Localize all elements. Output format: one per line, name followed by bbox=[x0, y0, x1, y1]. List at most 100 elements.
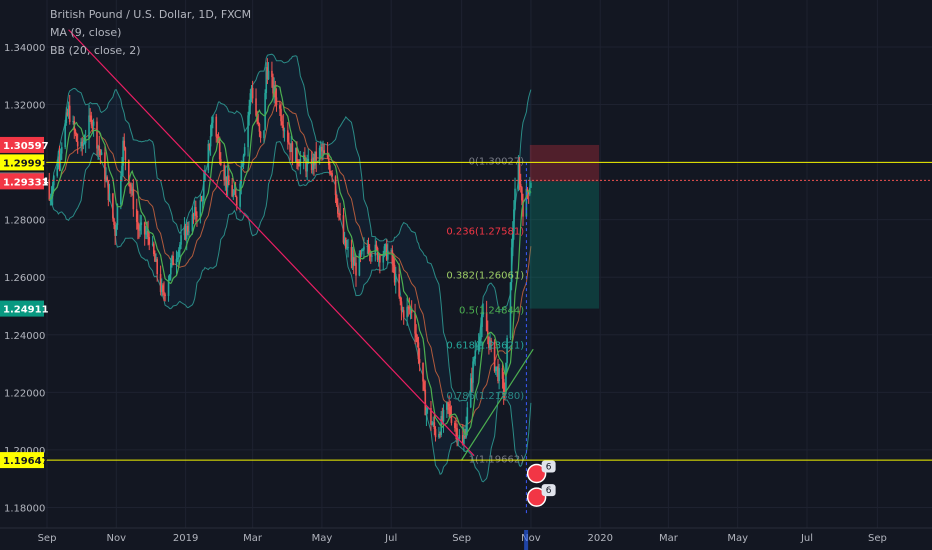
candle-body bbox=[454, 422, 456, 428]
candle-body bbox=[288, 142, 290, 144]
candle-body bbox=[391, 250, 394, 264]
candle-body bbox=[65, 112, 68, 124]
candle-body bbox=[321, 147, 323, 152]
candle-body bbox=[430, 408, 432, 425]
candles bbox=[48, 58, 532, 452]
candle-body bbox=[204, 170, 206, 181]
candle-body bbox=[360, 249, 363, 255]
candle-body bbox=[382, 255, 385, 263]
candle-body bbox=[494, 366, 497, 371]
bb-fill bbox=[49, 54, 531, 482]
candle-body bbox=[81, 141, 84, 147]
candle-body bbox=[271, 70, 273, 78]
candle-body bbox=[376, 247, 379, 260]
candle-body bbox=[415, 333, 417, 338]
candle-body bbox=[249, 93, 252, 106]
price-tag-label: 1.30597 bbox=[3, 141, 49, 152]
price-tag-box bbox=[0, 452, 44, 469]
candle-body bbox=[522, 200, 524, 217]
candle-body bbox=[458, 435, 461, 439]
candle-body bbox=[416, 337, 419, 343]
stop-loss-zone bbox=[529, 144, 600, 182]
candle-body bbox=[106, 177, 109, 181]
candle-body bbox=[185, 225, 188, 240]
candle-body bbox=[496, 366, 498, 368]
candle-body bbox=[68, 105, 71, 122]
candle-body bbox=[441, 416, 444, 422]
candle-body bbox=[132, 189, 135, 210]
candle-body bbox=[91, 124, 94, 126]
price-tag-label: 1.24911 bbox=[3, 305, 49, 316]
price-tag-label: 1.29331 bbox=[3, 177, 49, 188]
price-tag-label: 1.29991 bbox=[3, 158, 49, 169]
candle-body bbox=[233, 190, 236, 194]
candle-body bbox=[257, 121, 260, 124]
fib-level-label: 0.5(1.24844) bbox=[459, 306, 524, 317]
candle-body bbox=[80, 141, 82, 147]
candle-body bbox=[480, 326, 482, 340]
candle-body bbox=[234, 190, 237, 197]
candle-body bbox=[264, 93, 266, 131]
candle-body bbox=[72, 120, 74, 122]
candle-body bbox=[207, 143, 210, 171]
candle-body bbox=[477, 341, 480, 351]
candle-body bbox=[393, 264, 396, 283]
candle-body bbox=[439, 433, 441, 436]
y-tick-label: 1.28000 bbox=[4, 216, 45, 227]
candle-body bbox=[511, 231, 514, 248]
y-tick-label: 1.34000 bbox=[4, 43, 45, 54]
candle-body bbox=[337, 205, 339, 214]
event-count-text: 6 bbox=[546, 463, 552, 473]
y-tick-label: 1.32000 bbox=[4, 101, 45, 112]
candle-body bbox=[231, 185, 233, 197]
candle-body bbox=[359, 253, 362, 255]
candle-body bbox=[209, 135, 212, 147]
ma-legend[interactable]: MA (9, close) bbox=[50, 26, 122, 39]
candle-body bbox=[258, 123, 261, 132]
candle-body bbox=[137, 221, 139, 230]
candle-body bbox=[390, 250, 393, 252]
candle-body bbox=[191, 214, 194, 232]
candle-body bbox=[402, 310, 405, 318]
candle-body bbox=[107, 180, 110, 201]
candle-body bbox=[482, 312, 485, 315]
candle-body bbox=[417, 342, 420, 360]
candle-body bbox=[115, 225, 118, 236]
candle-body bbox=[442, 409, 445, 422]
candle-body bbox=[247, 115, 249, 148]
candle-body bbox=[312, 157, 314, 171]
candle-body bbox=[241, 165, 244, 167]
candle-body bbox=[83, 143, 86, 145]
candle-body bbox=[183, 226, 186, 236]
candle-body bbox=[472, 361, 474, 383]
candle-body bbox=[56, 167, 59, 176]
candle-body bbox=[479, 339, 481, 342]
candle-body bbox=[171, 255, 173, 263]
candle-body bbox=[130, 186, 132, 191]
event-flag-icon bbox=[526, 487, 547, 507]
candle-body bbox=[323, 150, 325, 154]
candle-body bbox=[438, 433, 440, 438]
candle-body bbox=[414, 312, 416, 334]
candle-body bbox=[218, 142, 221, 160]
candle-body bbox=[239, 183, 241, 207]
candle-body bbox=[481, 314, 483, 327]
candle-body bbox=[514, 188, 516, 210]
candle-body bbox=[406, 306, 408, 318]
candle-body bbox=[129, 184, 131, 187]
candle-body bbox=[123, 140, 126, 148]
candle-body bbox=[156, 259, 158, 275]
y-tick-label: 1.20000 bbox=[4, 446, 45, 457]
candle-body bbox=[371, 255, 373, 257]
candle-body bbox=[168, 274, 171, 281]
symbol-legend[interactable]: British Pound / U.S. Dollar, 1D, FXCM bbox=[50, 8, 252, 21]
candle-body bbox=[461, 435, 464, 445]
candle-body bbox=[510, 247, 513, 283]
candle-body bbox=[100, 152, 103, 155]
candle-body bbox=[74, 130, 77, 134]
bb-legend[interactable]: BB (20, close, 2) bbox=[50, 44, 141, 57]
candle-body bbox=[51, 185, 54, 197]
